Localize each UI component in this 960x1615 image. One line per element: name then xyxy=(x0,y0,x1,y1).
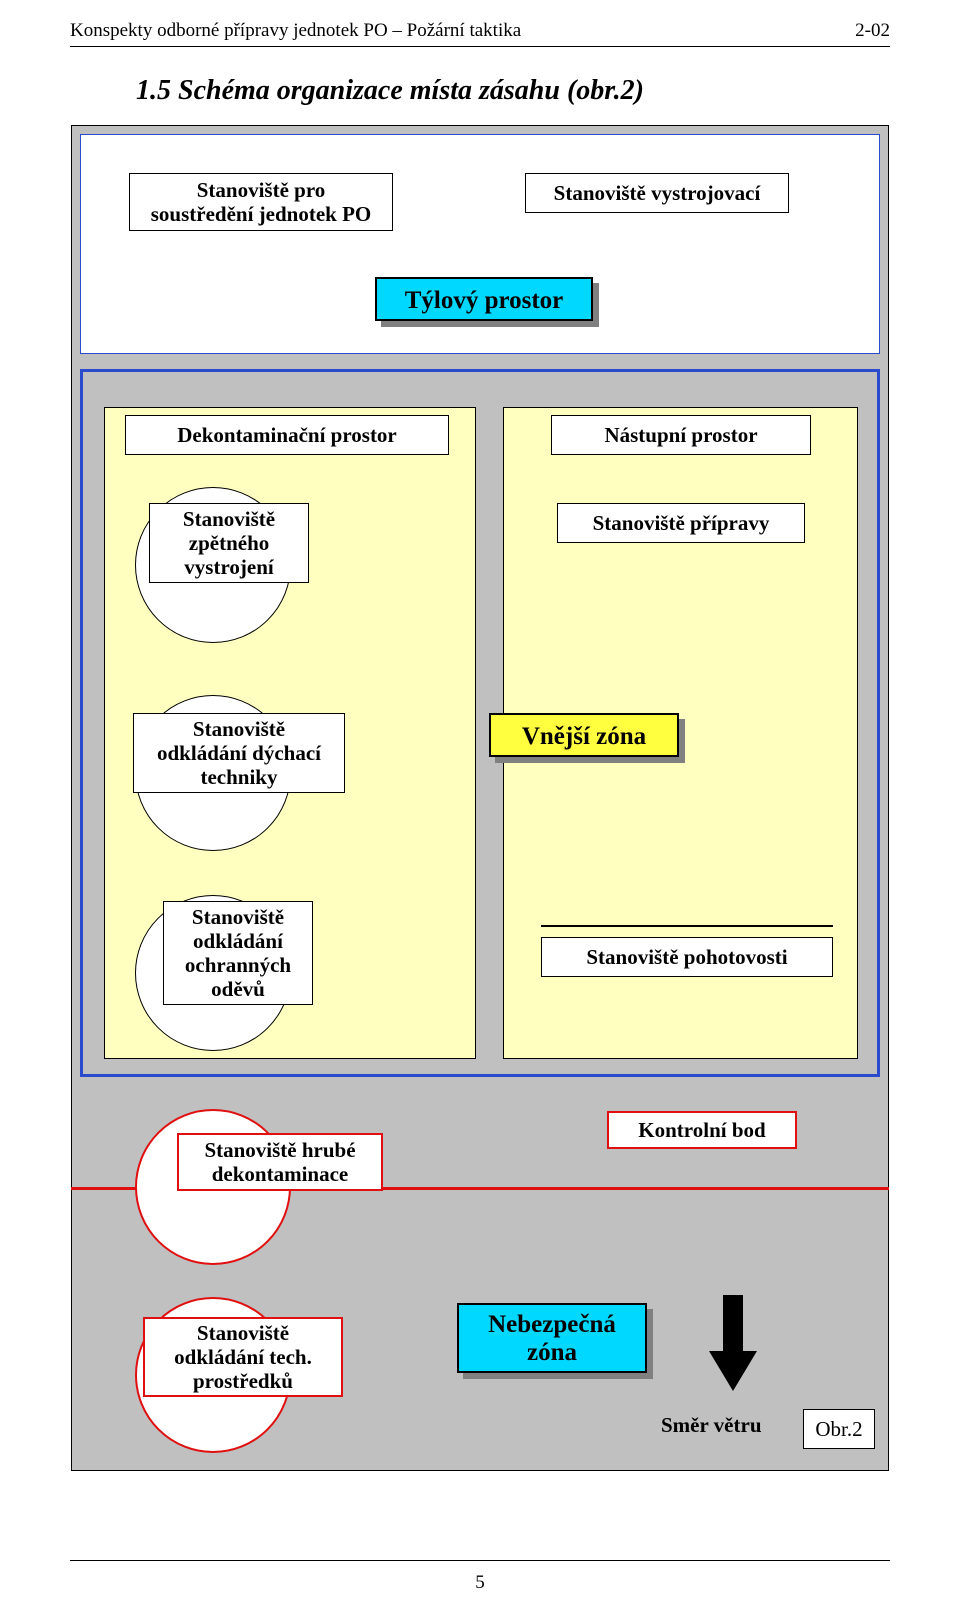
box-vystrojovaci: Stanoviště vystrojovací xyxy=(525,173,789,213)
box-dychaci: Stanoviště odkládání dýchací techniky xyxy=(133,713,345,793)
header-right: 2-02 xyxy=(855,20,890,42)
arrow-down-icon xyxy=(703,1295,763,1395)
label-vnejsi: Vnější zóna xyxy=(489,713,679,757)
box-pohotovosti: Stanoviště pohotovosti xyxy=(541,937,833,977)
box-pripravy: Stanoviště přípravy xyxy=(557,503,805,543)
label-smer: Směr větru xyxy=(661,1413,762,1438)
box-odkl-tech: Stanoviště odkládání tech. prostředků xyxy=(143,1317,343,1397)
page-header: Konspekty odborné přípravy jednotek PO –… xyxy=(70,20,890,47)
box-soustredeni: Stanoviště pro soustředění jednotek PO xyxy=(129,173,393,231)
box-hrube: Stanoviště hrubé dekontaminace xyxy=(177,1133,383,1191)
label-nebezpecna: Nebezpečná zóna xyxy=(457,1303,647,1373)
hline-pohotovosti xyxy=(541,925,833,927)
header-left: Konspekty odborné přípravy jednotek PO –… xyxy=(70,20,521,42)
box-kontrolni: Kontrolní bod xyxy=(607,1111,797,1149)
footer-line xyxy=(70,1560,890,1561)
diagram: Stanoviště pro soustředění jednotek PO S… xyxy=(71,125,889,1471)
box-obr: Obr.2 xyxy=(803,1409,875,1449)
box-dekon-prostor: Dekontaminační prostor xyxy=(125,415,449,455)
page-number: 5 xyxy=(0,1572,960,1594)
box-zpetne: Stanoviště zpětného vystrojení xyxy=(149,503,309,583)
label-tylovy: Týlový prostor xyxy=(375,277,593,321)
box-nastupni: Nástupní prostor xyxy=(551,415,811,455)
section-title: 1.5 Schéma organizace místa zásahu (obr.… xyxy=(136,75,890,107)
box-ochrannych: Stanoviště odkládání ochranných oděvů xyxy=(163,901,313,1005)
